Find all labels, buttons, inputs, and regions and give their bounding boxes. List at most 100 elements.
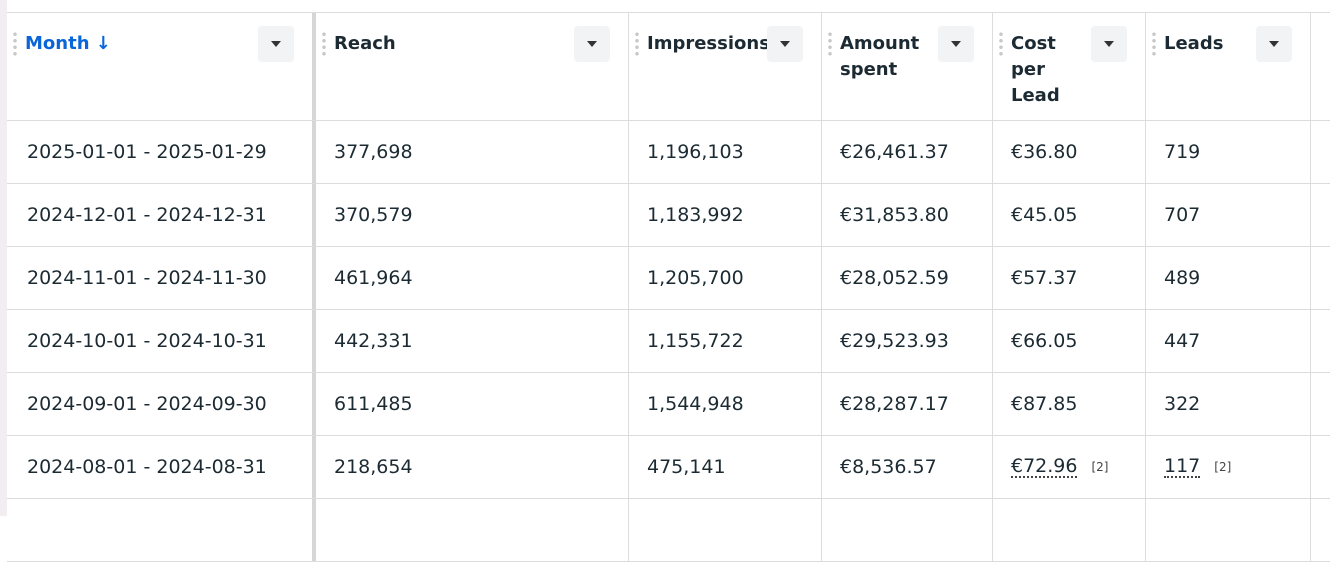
value: 377,698 (334, 141, 413, 163)
cell-amount-spent: €29,523.93 (822, 310, 993, 372)
empty-cell (629, 499, 822, 561)
column-dropdown-button[interactable] (767, 26, 803, 62)
value: 1,205,700 (647, 267, 744, 289)
column-label[interactable]: Reach (334, 33, 396, 54)
footnote-marker: [2] (1091, 460, 1109, 474)
cell-impressions: 1,196,103 (629, 121, 822, 183)
column-header-month[interactable]: Month ↓ (7, 13, 316, 120)
cell-impressions: 1,183,992 (629, 184, 822, 246)
cell-reach: 461,964 (316, 247, 629, 309)
column-header-reach[interactable]: Reach (316, 13, 629, 120)
column-dropdown-button[interactable] (1256, 26, 1292, 62)
table-row: 2024-09-01 - 2024-09-30 611,485 1,544,948 €… (7, 373, 1330, 436)
empty-cell (993, 499, 1146, 561)
cell-leads: 322 (1146, 373, 1311, 435)
value: 2025-01-01 - 2025-01-29 (27, 141, 267, 163)
column-dropdown-button[interactable] (1091, 26, 1127, 62)
column-dropdown-button[interactable] (258, 26, 294, 62)
column-header-amount-spent[interactable]: Amount spent (822, 13, 993, 120)
table-row: 2024-12-01 - 2024-12-31 370,579 1,183,992 €… (7, 184, 1330, 247)
cell-month: 2024-10-01 - 2024-10-31 (7, 310, 316, 372)
drag-handle-icon[interactable] (322, 31, 326, 57)
cell-cost-per-lead: €66.05 (993, 310, 1146, 372)
cell-cost-per-lead: €36.80 (993, 121, 1146, 183)
cell-amount-spent: €8,536.57 (822, 436, 993, 498)
column-label[interactable]: Leads (1164, 33, 1224, 54)
value: €66.05 (1011, 330, 1078, 352)
cell-cost-per-lead: €87.85 (993, 373, 1146, 435)
drag-handle-icon[interactable] (13, 31, 17, 57)
cell-leads: 489 (1146, 247, 1311, 309)
header-row: Month ↓ Reach Impressions Amount spent C… (7, 13, 1330, 121)
column-label[interactable]: Month ↓ (25, 33, 111, 54)
column-header-impressions[interactable]: Impressions (629, 13, 822, 120)
cell-reach: 218,654 (316, 436, 629, 498)
cell-impressions: 1,544,948 (629, 373, 822, 435)
value: 2024-08-01 - 2024-08-31 (27, 456, 267, 478)
cell-cost-per-lead: €72.96 [2] (993, 436, 1146, 498)
extra-cell (1311, 436, 1330, 498)
value: 1,544,948 (647, 393, 744, 415)
drag-handle-icon[interactable] (635, 31, 639, 57)
column-label[interactable]: Amount spent (840, 33, 920, 80)
table-row: 2024-08-01 - 2024-08-31 218,654 475,141 €8,… (7, 436, 1330, 499)
footnote-marker: [2] (1214, 460, 1232, 474)
value: €29,523.93 (840, 330, 949, 352)
column-dropdown-button[interactable] (938, 26, 974, 62)
column-header-cost-per-lead[interactable]: Cost per Lead (993, 13, 1146, 120)
cell-impressions: 1,205,700 (629, 247, 822, 309)
column-dropdown-button[interactable] (574, 26, 610, 62)
cell-month: 2024-08-01 - 2024-08-31 (7, 436, 316, 498)
cell-leads: 447 (1146, 310, 1311, 372)
cell-leads: 719 (1146, 121, 1311, 183)
drag-handle-icon[interactable] (999, 31, 1003, 57)
column-header-leads[interactable]: Leads (1146, 13, 1311, 120)
value: 322 (1164, 393, 1201, 415)
cell-amount-spent: €28,052.59 (822, 247, 993, 309)
value: 1,183,992 (647, 204, 744, 226)
column-label[interactable]: Cost per Lead (1011, 33, 1060, 106)
cell-month: 2024-12-01 - 2024-12-31 (7, 184, 316, 246)
value: 1,155,722 (647, 330, 744, 352)
cell-reach: 370,579 (316, 184, 629, 246)
extra-cell (1311, 247, 1330, 309)
value: €28,287.17 (840, 393, 949, 415)
cell-impressions: 1,155,722 (629, 310, 822, 372)
cell-reach: 611,485 (316, 373, 629, 435)
cell-month: 2024-09-01 - 2024-09-30 (7, 373, 316, 435)
value: €26,461.37 (840, 141, 949, 163)
cell-month: 2024-11-01 - 2024-11-30 (7, 247, 316, 309)
table-row: 2025-01-01 - 2025-01-29 377,698 1,196,103 €… (7, 121, 1330, 184)
cell-cost-per-lead: €57.37 (993, 247, 1146, 309)
value: 2024-11-01 - 2024-11-30 (27, 267, 267, 289)
cell-impressions: 475,141 (629, 436, 822, 498)
cell-cost-per-lead: €45.05 (993, 184, 1146, 246)
value: 1,196,103 (647, 141, 744, 163)
value: 447 (1164, 330, 1201, 352)
value: €31,853.80 (840, 204, 949, 226)
value: 719 (1164, 141, 1201, 163)
cell-reach: 377,698 (316, 121, 629, 183)
value: €57.37 (1011, 267, 1078, 289)
value: 475,141 (647, 456, 726, 478)
extra-column (1311, 13, 1330, 120)
value: 611,485 (334, 393, 413, 415)
value: €28,052.59 (840, 267, 949, 289)
left-edge (0, 0, 7, 516)
value[interactable]: €72.96 (1011, 455, 1078, 478)
value: €87.85 (1011, 393, 1078, 415)
data-table: Month ↓ Reach Impressions Amount spent C… (7, 12, 1330, 562)
value[interactable]: 117 (1164, 455, 1201, 478)
table-row: 2024-10-01 - 2024-10-31 442,331 1,155,722 €… (7, 310, 1330, 373)
drag-handle-icon[interactable] (828, 31, 832, 57)
cell-month: 2025-01-01 - 2025-01-29 (7, 121, 316, 183)
sort-arrow-icon: ↓ (95, 33, 111, 54)
value: 489 (1164, 267, 1201, 289)
value: 461,964 (334, 267, 413, 289)
extra-cell (1311, 373, 1330, 435)
value: 442,331 (334, 330, 413, 352)
column-label[interactable]: Impressions (647, 33, 770, 54)
drag-handle-icon[interactable] (1152, 31, 1156, 57)
value: €45.05 (1011, 204, 1078, 226)
extra-cell (1311, 310, 1330, 372)
